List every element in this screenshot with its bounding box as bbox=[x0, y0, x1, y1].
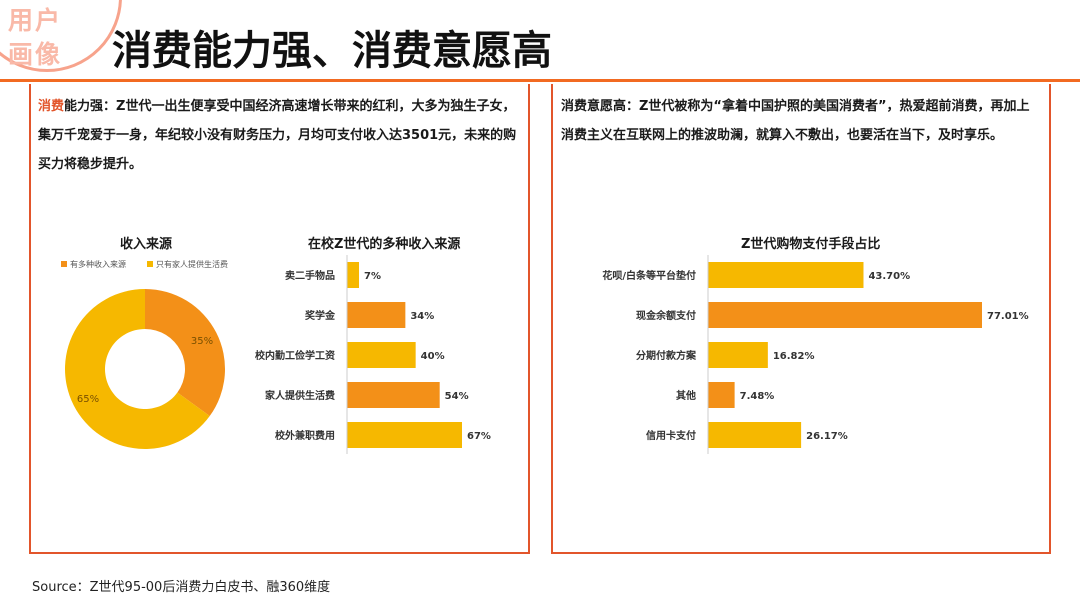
value-label-4: 67% bbox=[467, 431, 491, 442]
title-divider bbox=[0, 79, 1080, 82]
category-label-4: 信用卡支付 bbox=[646, 429, 696, 442]
bar-chart-2-title: Z世代购物支付手段占比 bbox=[741, 237, 881, 252]
left-lead-label: 消费 bbox=[38, 99, 65, 114]
bar-2 bbox=[347, 342, 416, 368]
category-label-4: 校外兼职费用 bbox=[275, 429, 335, 442]
value-label-3: 7.48% bbox=[740, 391, 775, 402]
bar-4 bbox=[708, 422, 802, 448]
payment-methods-bar-chart: 花呗/白条等平台垫付 43.70% 现金余额支付 77.01% 分期付款方案 16.82%… bbox=[602, 255, 1029, 454]
bar-3 bbox=[708, 382, 735, 408]
donut-slice-0 bbox=[145, 289, 226, 417]
category-label-0: 卖二手物品 bbox=[285, 269, 335, 282]
legend-swatch-0 bbox=[61, 261, 67, 267]
value-label-0: 43.70% bbox=[868, 271, 910, 282]
value-label-1: 77.01% bbox=[987, 311, 1029, 322]
donut-slice-1 bbox=[65, 289, 210, 449]
bar-1 bbox=[347, 302, 406, 328]
category-label-2: 校内勤工俭学工资 bbox=[255, 349, 335, 362]
bar-1 bbox=[708, 302, 982, 328]
legend-label-0: 有多种收入来源 bbox=[70, 259, 126, 269]
value-label-2: 40% bbox=[421, 351, 445, 362]
value-label-0: 7% bbox=[364, 271, 381, 282]
pie-chart-title: 收入来源 bbox=[120, 237, 173, 252]
value-label-1: 34% bbox=[410, 311, 434, 322]
category-label-1: 奖学金 bbox=[305, 309, 336, 322]
legend-swatch-1 bbox=[147, 261, 153, 267]
right-paragraph: 消费意愿高：Z世代被称为“拿着中国护照的美国消费者”，热爱超前消费，再加上消费主… bbox=[561, 99, 1030, 143]
category-label-3: 家人提供生活费 bbox=[265, 389, 335, 402]
bar-3 bbox=[347, 382, 440, 408]
category-label-0: 花呗/白条等平台垫付 bbox=[602, 269, 696, 282]
left-paragraph-text: 能力强：Z世代一出生便享受中国经济高速增长带来的红利，大多为独生子女，集万千宠爱… bbox=[38, 99, 517, 172]
corner-badge: 用户 画像 bbox=[8, 6, 63, 69]
donut-label-0: 35% bbox=[191, 336, 213, 347]
bar-0 bbox=[347, 262, 360, 288]
left-paragraph: 消费能力强：Z世代一出生便享受中国经济高速增长带来的红利，大多为独生子女，集万千… bbox=[38, 92, 522, 179]
category-label-3: 其他 bbox=[676, 389, 696, 402]
bar-4 bbox=[347, 422, 462, 448]
income-types-bar-chart: 卖二手物品 7% 奖学金 34% 校内勤工俭学工资 40% 家人提供生活费 54% 校外兼职费用… bbox=[255, 255, 491, 454]
bar-2 bbox=[708, 342, 768, 368]
legend-label-1: 只有家人提供生活费 bbox=[156, 259, 228, 269]
value-label-4: 26.17% bbox=[806, 431, 848, 442]
bar-0 bbox=[708, 262, 864, 288]
category-label-2: 分期付款方案 bbox=[636, 349, 697, 362]
income-source-donut-chart: 有多种收入来源 只有家人提供生活费 35% 65% bbox=[61, 259, 228, 449]
category-label-1: 现金余额支付 bbox=[636, 309, 696, 322]
source-note: Source：Z世代95-00后消费力白皮书、融360维度 bbox=[32, 580, 331, 595]
page-title: 消费能力强、消费意愿高 bbox=[112, 28, 552, 74]
bar-chart-1-title: 在校Z世代的多种收入来源 bbox=[308, 237, 461, 252]
value-label-3: 54% bbox=[445, 391, 469, 402]
value-label-2: 16.82% bbox=[773, 351, 815, 362]
donut-label-1: 65% bbox=[77, 394, 99, 405]
